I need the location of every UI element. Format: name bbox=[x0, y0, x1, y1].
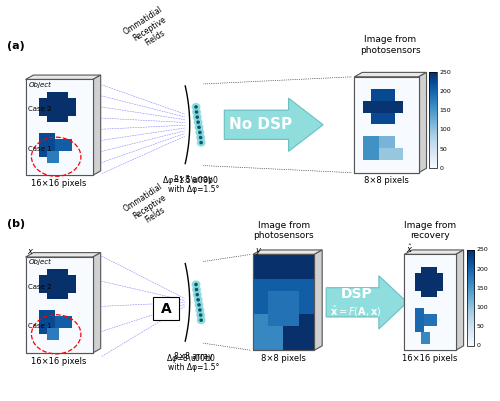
Bar bbox=[466, 250, 474, 346]
Text: (a): (a) bbox=[6, 41, 25, 51]
Text: 150: 150 bbox=[476, 286, 488, 291]
Polygon shape bbox=[224, 98, 323, 152]
Circle shape bbox=[197, 121, 200, 123]
Circle shape bbox=[197, 134, 204, 141]
Text: 0: 0 bbox=[476, 343, 480, 348]
Text: 50: 50 bbox=[440, 147, 447, 152]
Circle shape bbox=[193, 286, 200, 293]
Text: x: x bbox=[28, 247, 32, 255]
Text: Case 2: Case 2 bbox=[28, 106, 51, 112]
Text: y: y bbox=[255, 246, 260, 255]
Circle shape bbox=[200, 314, 202, 316]
Polygon shape bbox=[354, 73, 426, 77]
Polygon shape bbox=[418, 73, 426, 173]
Circle shape bbox=[195, 284, 197, 286]
Circle shape bbox=[195, 106, 197, 108]
Polygon shape bbox=[404, 250, 464, 254]
Text: 250: 250 bbox=[476, 247, 488, 253]
Circle shape bbox=[198, 126, 200, 128]
Circle shape bbox=[200, 136, 202, 139]
Bar bbox=[153, 297, 179, 320]
Polygon shape bbox=[26, 253, 101, 257]
Circle shape bbox=[200, 142, 202, 144]
Circle shape bbox=[197, 312, 204, 318]
Circle shape bbox=[198, 304, 200, 306]
Text: 0: 0 bbox=[440, 166, 443, 171]
Circle shape bbox=[193, 109, 200, 115]
Text: 50: 50 bbox=[476, 324, 484, 329]
Text: 16×16 pixels: 16×16 pixels bbox=[32, 356, 87, 366]
Circle shape bbox=[196, 307, 203, 313]
Polygon shape bbox=[93, 75, 100, 175]
Text: $\Delta\varphi$=8\u00b0: $\Delta\varphi$=8\u00b0 bbox=[166, 352, 216, 365]
Text: $\hat{\mathbf{x}} = F(\mathbf{A}, \mathbf{x})$: $\hat{\mathbf{x}} = F(\mathbf{A}, \mathb… bbox=[330, 304, 382, 319]
Text: 8×8 pixels: 8×8 pixels bbox=[364, 176, 409, 185]
Text: 200: 200 bbox=[476, 267, 488, 271]
Text: 8×8 array
with Δφ=1.5°: 8×8 array with Δφ=1.5° bbox=[168, 352, 220, 372]
Text: $\hat{x}$: $\hat{x}$ bbox=[406, 242, 413, 255]
Circle shape bbox=[196, 288, 198, 291]
Text: 8×8 array
with Δφ=1.5°: 8×8 array with Δφ=1.5° bbox=[168, 175, 220, 194]
Polygon shape bbox=[93, 253, 100, 353]
Polygon shape bbox=[314, 250, 322, 350]
Circle shape bbox=[192, 103, 200, 110]
Circle shape bbox=[198, 132, 201, 134]
Circle shape bbox=[194, 119, 202, 126]
Circle shape bbox=[196, 111, 198, 113]
Text: A: A bbox=[160, 302, 172, 316]
Text: Image from
photosensors: Image from photosensors bbox=[360, 35, 420, 55]
Text: No DSP: No DSP bbox=[230, 117, 292, 132]
Text: Ommatidial
Receptive
Fields: Ommatidial Receptive Fields bbox=[122, 182, 176, 231]
Circle shape bbox=[196, 129, 203, 136]
Text: (b): (b) bbox=[6, 219, 25, 229]
Circle shape bbox=[200, 319, 202, 321]
Text: DSP: DSP bbox=[340, 288, 372, 301]
Text: 200: 200 bbox=[440, 89, 451, 94]
Polygon shape bbox=[326, 276, 407, 329]
Text: Case 1: Case 1 bbox=[28, 323, 51, 329]
Circle shape bbox=[198, 309, 201, 311]
Text: Object: Object bbox=[28, 81, 52, 87]
Text: Image from
photosensors: Image from photosensors bbox=[254, 221, 314, 241]
Text: 16×16 pixels: 16×16 pixels bbox=[402, 354, 458, 363]
Circle shape bbox=[194, 291, 201, 298]
Circle shape bbox=[197, 299, 200, 301]
Circle shape bbox=[198, 317, 205, 324]
Text: Image from
recovery: Image from recovery bbox=[404, 221, 456, 241]
Text: 8×8 pixels: 8×8 pixels bbox=[261, 354, 306, 363]
Polygon shape bbox=[253, 250, 322, 254]
Text: 100: 100 bbox=[476, 305, 488, 310]
Circle shape bbox=[198, 139, 205, 146]
Polygon shape bbox=[404, 254, 456, 350]
Circle shape bbox=[194, 114, 201, 120]
Circle shape bbox=[192, 281, 200, 288]
Circle shape bbox=[196, 302, 203, 308]
Polygon shape bbox=[456, 250, 464, 350]
Circle shape bbox=[196, 294, 198, 296]
Polygon shape bbox=[26, 75, 101, 79]
Polygon shape bbox=[354, 77, 418, 173]
Text: Case 2: Case 2 bbox=[28, 284, 51, 290]
Text: 100: 100 bbox=[440, 128, 451, 132]
Circle shape bbox=[196, 116, 198, 118]
Text: 16×16 pixels: 16×16 pixels bbox=[32, 179, 87, 188]
Polygon shape bbox=[26, 257, 93, 353]
Polygon shape bbox=[26, 79, 93, 175]
Polygon shape bbox=[253, 254, 314, 350]
Text: 250: 250 bbox=[440, 70, 451, 75]
Bar bbox=[430, 73, 438, 168]
Text: 150: 150 bbox=[440, 108, 451, 113]
Text: $\Delta\varphi$=1.5\u00b0: $\Delta\varphi$=1.5\u00b0 bbox=[162, 174, 219, 187]
Circle shape bbox=[196, 124, 203, 131]
Text: Object: Object bbox=[28, 259, 52, 265]
Circle shape bbox=[194, 296, 202, 303]
Text: Ommatidial
Receptive
Fields: Ommatidial Receptive Fields bbox=[122, 4, 176, 54]
Text: Case 1: Case 1 bbox=[28, 146, 51, 152]
